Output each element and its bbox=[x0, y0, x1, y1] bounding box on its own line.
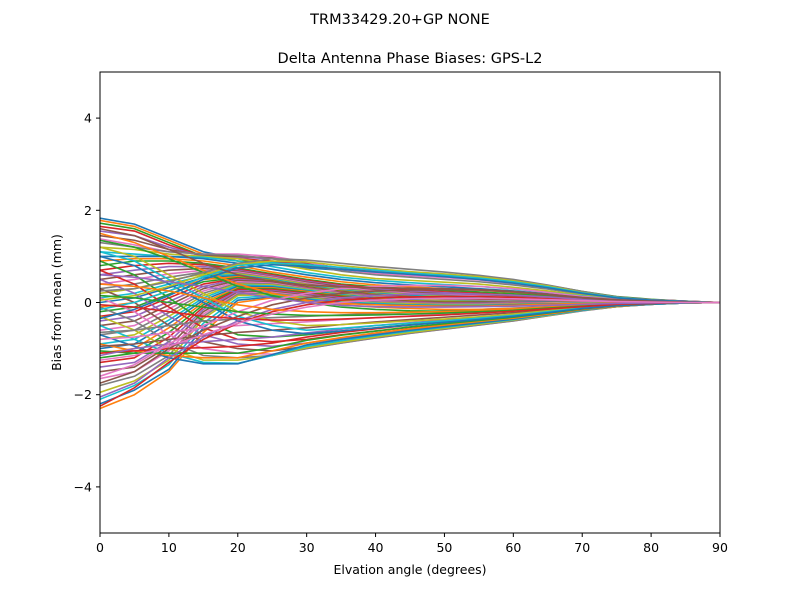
y-tick-label: 2 bbox=[84, 203, 92, 218]
series-line bbox=[100, 297, 720, 361]
y-tick-label: 0 bbox=[84, 295, 92, 310]
y-axis-label: Bias from mean (mm) bbox=[49, 234, 64, 371]
chart-title: Delta Antenna Phase Biases: GPS-L2 bbox=[278, 51, 543, 67]
x-axis-ticks: 0 10 20 30 40 50 60 70 80 90 bbox=[96, 533, 728, 555]
chart-suptitle: TRM33429.20+GP NONE bbox=[309, 12, 490, 28]
series-line bbox=[100, 255, 720, 335]
series-line bbox=[100, 227, 720, 304]
x-tick-label: 80 bbox=[643, 540, 659, 555]
x-tick-label: 70 bbox=[574, 540, 590, 555]
y-axis-ticks: −4 −2 0 2 4 bbox=[74, 111, 100, 494]
series-layer bbox=[100, 217, 720, 410]
x-tick-label: 50 bbox=[436, 540, 452, 555]
y-tick-label: −2 bbox=[74, 387, 92, 402]
x-tick-label: 60 bbox=[505, 540, 521, 555]
series-line bbox=[100, 263, 720, 320]
x-tick-label: 0 bbox=[96, 540, 104, 555]
x-tick-label: 20 bbox=[230, 540, 246, 555]
y-tick-label: −4 bbox=[74, 479, 92, 494]
y-tick-label: 4 bbox=[84, 111, 92, 126]
series-line bbox=[100, 274, 720, 308]
x-tick-label: 90 bbox=[712, 540, 728, 555]
x-tick-label: 10 bbox=[161, 540, 177, 555]
x-axis-label: Elvation angle (degrees) bbox=[333, 562, 486, 577]
x-tick-label: 40 bbox=[368, 540, 384, 555]
x-tick-label: 30 bbox=[299, 540, 315, 555]
series-line bbox=[100, 301, 720, 321]
